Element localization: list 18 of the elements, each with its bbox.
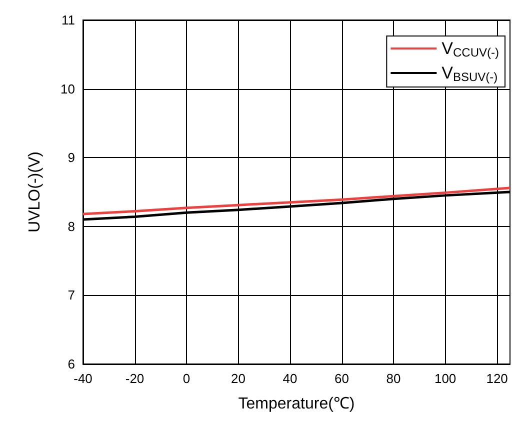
- y-tick-label: 6: [68, 356, 75, 372]
- x-tick-label: 40: [282, 371, 298, 386]
- x-tick-label: 0: [182, 371, 190, 386]
- x-tick-label: -20: [125, 371, 144, 386]
- y-axis-title: UVLO(-)(V): [26, 152, 44, 232]
- y-tick-label: 11: [62, 12, 75, 28]
- y-tick-label: 8: [68, 218, 75, 234]
- x-tick-label: 60: [334, 371, 350, 386]
- x-tick-label: 100: [434, 371, 456, 386]
- x-tick-label: -40: [74, 371, 92, 386]
- y-tick-label: 10: [60, 81, 75, 96]
- x-tick-label: 80: [386, 371, 401, 386]
- x-axis-title: Temperature(℃): [238, 396, 355, 412]
- x-tick-label: 20: [231, 371, 246, 386]
- y-tick-label: 7: [68, 288, 75, 303]
- line-series: [82, 186, 512, 216]
- x-tick-label: 120: [486, 371, 508, 386]
- y-tick-label: 9: [68, 150, 75, 166]
